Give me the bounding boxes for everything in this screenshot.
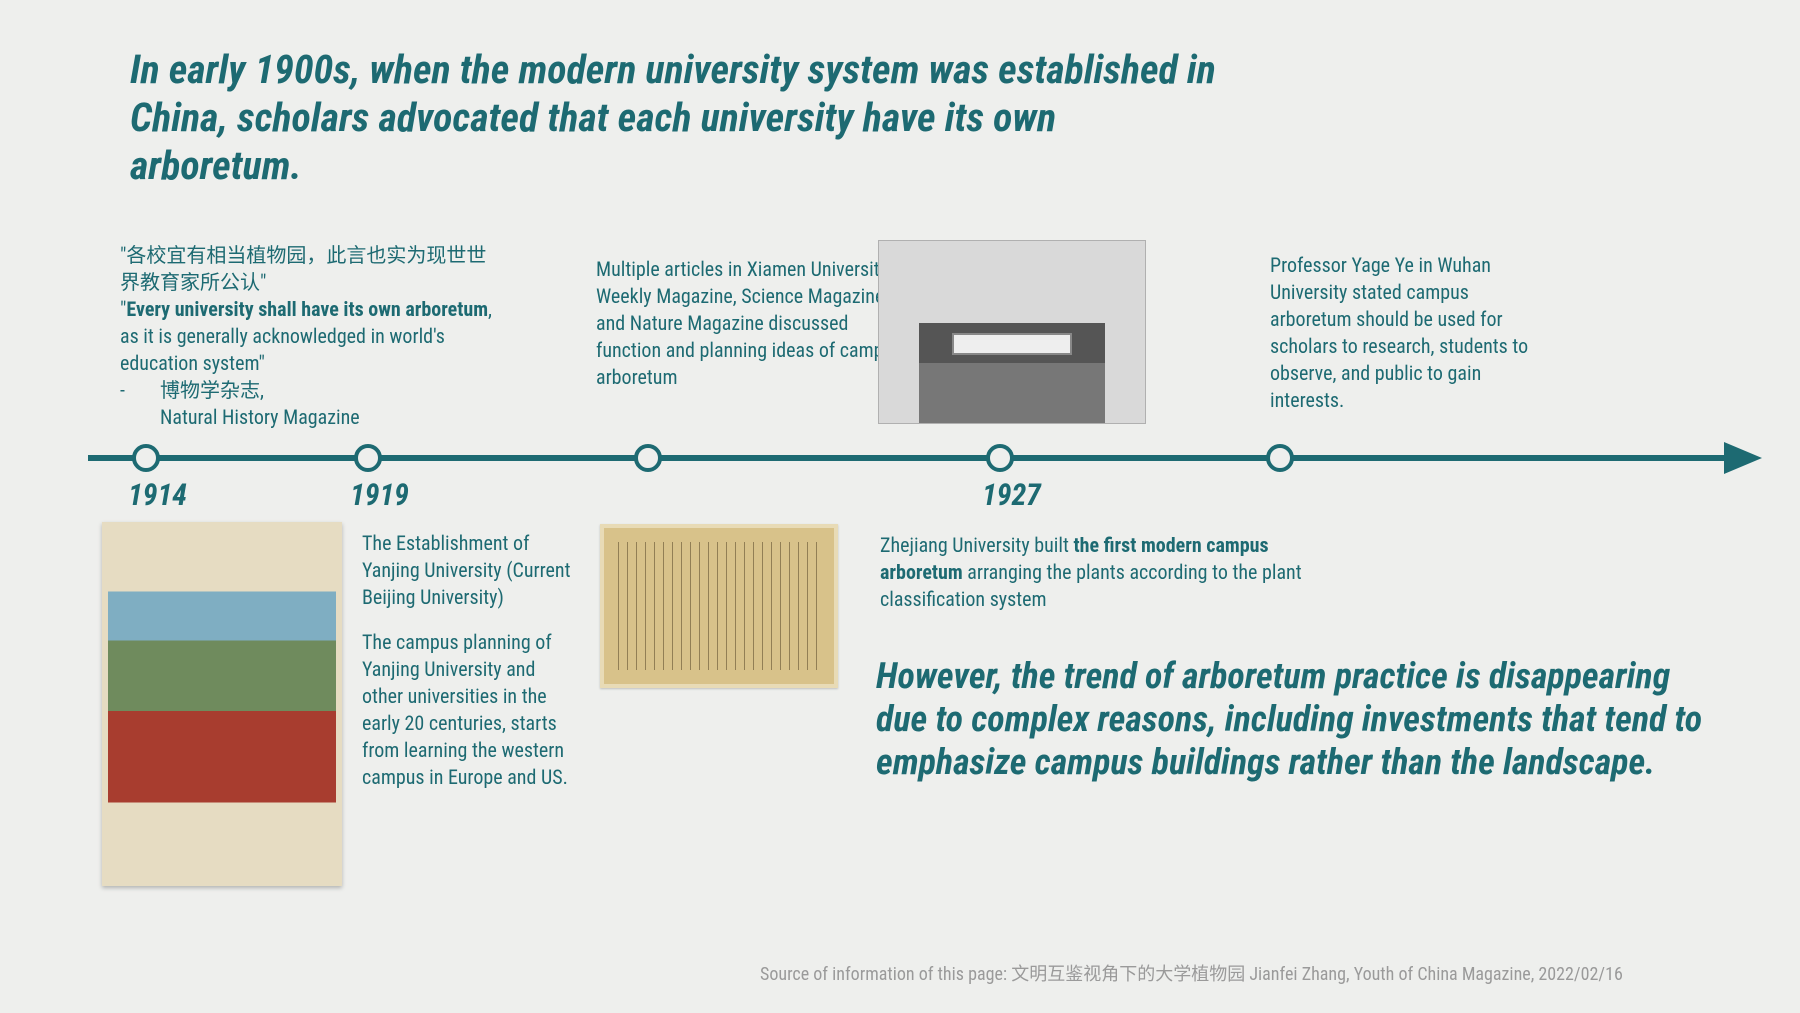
annotation-1919-bottom: The Establishment of Yanjing University … xyxy=(362,530,572,791)
timeline-marker xyxy=(354,444,382,472)
annotation-mid-top: Multiple articles in Xiamen University W… xyxy=(596,256,916,391)
timeline-year: 1919 xyxy=(350,478,409,513)
annotation-1914-src: -博物学杂志, Natural History Magazine xyxy=(120,377,500,431)
timeline-marker xyxy=(986,444,1014,472)
heading-top: In early 1900s, when the modern universi… xyxy=(130,46,1230,190)
annotation-1919-p1: The Establishment of Yanjing University … xyxy=(362,530,572,611)
annotation-1927-bottom: Zhejiang University built the first mode… xyxy=(880,532,1310,613)
image-magazine-cover xyxy=(102,522,342,886)
timeline-line xyxy=(88,455,1730,461)
heading-bottom: However, the trend of arboretum practice… xyxy=(876,655,1726,785)
annotation-1919-p2: The campus planning of Yanjing Universit… xyxy=(362,629,572,791)
annotation-right-top: Professor Yage Ye in Wuhan University st… xyxy=(1270,252,1550,414)
annotation-1914-en: "Every university shall have its own arb… xyxy=(120,296,500,377)
timeline-marker xyxy=(1266,444,1294,472)
timeline-marker xyxy=(634,444,662,472)
annotation-1914-top: "各校宜有相当植物园，此言也实为现世世界教育家所公认" "Every unive… xyxy=(120,242,500,431)
image-weekly-page xyxy=(600,524,838,688)
source-citation: Source of information of this page: 文明互鉴… xyxy=(760,960,1623,986)
timeline-year: 1927 xyxy=(982,478,1041,513)
timeline-arrow-icon xyxy=(1724,442,1762,474)
image-zhejiang-gate xyxy=(878,240,1146,424)
annotation-1914-cn: "各校宜有相当植物园，此言也实为现世世界教育家所公认" xyxy=(120,242,500,296)
timeline-year: 1914 xyxy=(128,478,187,513)
timeline-marker xyxy=(132,444,160,472)
